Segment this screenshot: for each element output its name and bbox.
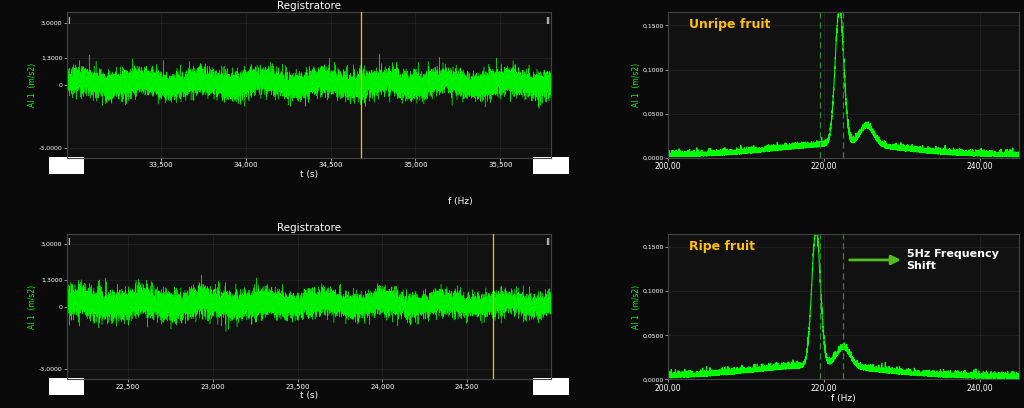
Text: II: II <box>545 17 550 26</box>
Y-axis label: AI 1  (m/s2): AI 1 (m/s2) <box>29 63 37 107</box>
X-axis label: f (Hz): f (Hz) <box>831 394 856 403</box>
Y-axis label: AI 1  (m/s2): AI 1 (m/s2) <box>29 284 37 329</box>
Text: 5Hz Frequency
Shift: 5Hz Frequency Shift <box>850 249 998 271</box>
Y-axis label: AI 1  (m/s2): AI 1 (m/s2) <box>632 284 641 329</box>
Text: f (Hz): f (Hz) <box>449 197 473 206</box>
Title: Registratore: Registratore <box>276 2 341 11</box>
Text: I: I <box>68 17 70 26</box>
X-axis label: t (s): t (s) <box>300 391 317 400</box>
Text: I: I <box>68 238 70 247</box>
Y-axis label: AI 1  (m/s2): AI 1 (m/s2) <box>632 63 641 107</box>
Title: Registratore: Registratore <box>276 223 341 233</box>
Text: II: II <box>545 238 550 247</box>
Text: Unripe fruit: Unripe fruit <box>689 18 770 31</box>
Text: Ripe fruit: Ripe fruit <box>689 239 755 253</box>
X-axis label: t (s): t (s) <box>300 169 317 179</box>
